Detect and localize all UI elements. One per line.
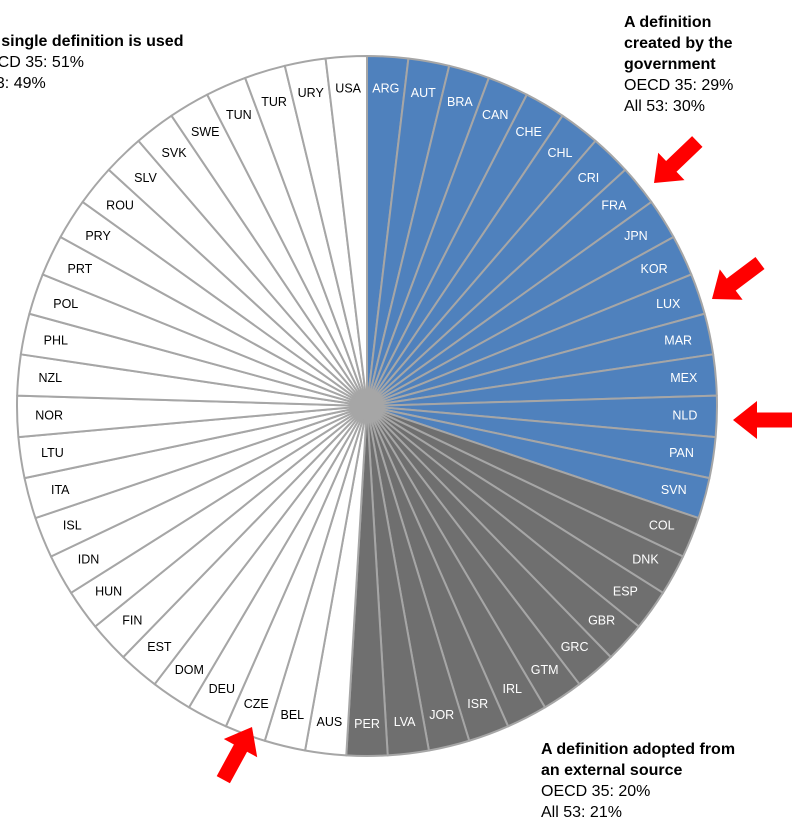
slice-label-nld: NLD	[672, 408, 697, 422]
callout-gov-oecd: OECD 35: 29%	[624, 77, 734, 94]
slice-label-phl: PHL	[44, 334, 68, 348]
slice-label-usa: USA	[335, 82, 361, 96]
slice-label-pol: POL	[53, 297, 78, 311]
slice-label-est: EST	[147, 640, 172, 654]
callout-gov-title-2: created by the	[624, 35, 733, 52]
slice-label-ita: ITA	[51, 483, 70, 497]
slice-label-svk: SVK	[162, 146, 188, 160]
slice-label-esp: ESP	[613, 584, 638, 598]
slice-label-tur: TUR	[261, 95, 287, 109]
slice-label-ltu: LTU	[41, 446, 64, 460]
slice-label-rou: ROU	[106, 199, 134, 213]
arrow-fra	[654, 136, 703, 183]
callout-none-title: o single definition is used	[0, 33, 184, 50]
slice-label-che: CHE	[516, 125, 542, 139]
slice-label-lux: LUX	[656, 297, 681, 311]
callout-gov-title-3: government	[624, 56, 716, 73]
slice-label-dom: DOM	[175, 663, 204, 677]
slice-label-prt: PRT	[68, 262, 93, 276]
callout-gov-title-1: A definition	[624, 14, 712, 31]
slice-label-lva: LVA	[394, 715, 416, 729]
slice-label-hun: HUN	[95, 584, 122, 598]
slice-label-grc: GRC	[561, 640, 589, 654]
slice-label-nzl: NZL	[38, 371, 62, 385]
slice-label-jpn: JPN	[624, 229, 648, 243]
slice-label-chl: CHL	[547, 146, 572, 160]
callout-government-definition: A definition created by the government O…	[624, 12, 733, 117]
pie-center-hub	[353, 392, 381, 420]
slice-label-nor: NOR	[35, 408, 63, 422]
slice-label-irl: IRL	[502, 682, 522, 696]
slice-label-tun: TUN	[226, 108, 252, 122]
slice-label-isr: ISR	[467, 697, 488, 711]
slice-label-cze: CZE	[244, 697, 269, 711]
slice-label-gbr: GBR	[588, 614, 615, 628]
arrow-cze	[216, 727, 258, 784]
slice-label-arg: ARG	[372, 82, 399, 96]
slice-label-aus: AUS	[317, 715, 343, 729]
callout-ext-title-1: A definition adopted from	[541, 741, 736, 758]
slice-label-swe: SWE	[191, 125, 219, 139]
arrow-nld	[733, 401, 792, 439]
slice-label-cri: CRI	[578, 171, 600, 185]
callout-no-single-definition: o single definition is used ECD 35: 51% …	[0, 31, 183, 94]
slice-label-svn: SVN	[661, 483, 687, 497]
arrow-lux	[712, 257, 765, 300]
slice-usa	[324, 55, 368, 407]
slice-label-slv: SLV	[134, 171, 157, 185]
callout-none-oecd: ECD 35: 51%	[0, 54, 84, 71]
callout-none-all: 53: 49%	[0, 75, 46, 92]
slice-label-ury: URY	[298, 86, 325, 100]
slice-label-pan: PAN	[669, 446, 694, 460]
slice-label-jor: JOR	[429, 708, 454, 722]
slice-label-kor: KOR	[641, 262, 668, 276]
callout-ext-all: All 53: 21%	[541, 804, 622, 821]
slice-label-per: PER	[354, 717, 380, 731]
slice-label-idn: IDN	[78, 553, 100, 567]
slice-label-dnk: DNK	[632, 553, 659, 567]
callout-ext-title-2: an external source	[541, 762, 683, 779]
callout-arrows	[216, 136, 792, 784]
slice-label-fin: FIN	[122, 614, 142, 628]
callout-external-source: A definition adopted from an external so…	[541, 739, 735, 823]
slice-label-mex: MEX	[670, 371, 698, 385]
slice-label-bra: BRA	[447, 95, 473, 109]
slice-label-can: CAN	[482, 108, 508, 122]
slice-label-deu: DEU	[209, 682, 235, 696]
callout-gov-all: All 53: 30%	[624, 98, 705, 115]
callout-ext-oecd: OECD 35: 20%	[541, 783, 651, 800]
slice-label-col: COL	[649, 519, 675, 533]
slice-label-pry: PRY	[85, 229, 111, 243]
pie-slices	[15, 55, 719, 758]
slice-label-fra: FRA	[601, 199, 627, 213]
slice-label-mar: MAR	[664, 334, 692, 348]
slice-label-bel: BEL	[280, 708, 304, 722]
slice-label-aut: AUT	[411, 86, 436, 100]
slice-label-isl: ISL	[63, 519, 82, 533]
slice-label-gtm: GTM	[531, 663, 559, 677]
